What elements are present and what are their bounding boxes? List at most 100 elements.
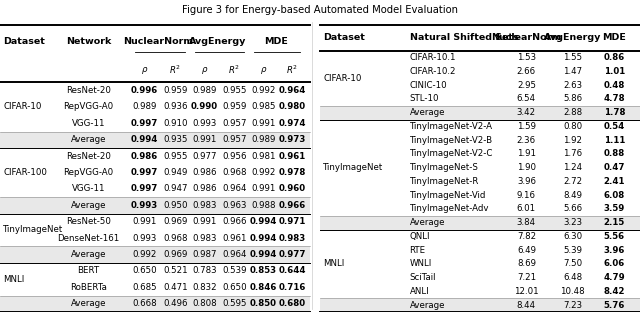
Text: 6.54: 6.54 [517,95,536,103]
Text: 0.997: 0.997 [131,168,158,177]
Text: 2.15: 2.15 [604,218,625,227]
Text: 0.997: 0.997 [131,119,158,128]
Text: 0.983: 0.983 [192,234,216,243]
Text: MNLI: MNLI [3,275,24,284]
Text: 8.42: 8.42 [604,287,625,296]
Text: 0.846: 0.846 [250,283,277,292]
Text: 2.66: 2.66 [517,67,536,76]
Text: 0.983: 0.983 [192,201,216,210]
Text: ResNet-20: ResNet-20 [66,86,111,95]
Text: 7.82: 7.82 [517,232,536,241]
Text: 0.680: 0.680 [279,299,306,308]
Text: ResNet-50: ResNet-50 [66,217,111,226]
Text: Average: Average [410,218,445,227]
Text: VGG-11: VGG-11 [72,119,105,128]
Text: 0.853: 0.853 [250,266,276,275]
Text: 1.55: 1.55 [563,53,582,62]
Text: 2.88: 2.88 [563,108,582,117]
Text: Average: Average [410,108,445,117]
Text: 0.991: 0.991 [192,217,216,226]
Text: Average: Average [70,135,106,144]
Text: CIFAR-10: CIFAR-10 [323,74,362,83]
Text: 8.49: 8.49 [563,191,582,200]
Text: 3.84: 3.84 [517,218,536,227]
Bar [320,216,640,230]
Text: TinyImageNet: TinyImageNet [3,226,63,235]
Text: 0.985: 0.985 [251,102,275,111]
Text: 0.993: 0.993 [192,119,216,128]
Text: 1.78: 1.78 [604,108,625,117]
Text: 0.991: 0.991 [132,217,157,226]
Text: SciTail: SciTail [410,273,436,282]
Text: AvgEnergy: AvgEnergy [189,37,246,46]
Text: BERT: BERT [77,266,100,275]
Text: 0.980: 0.980 [279,102,306,111]
Text: 0.989: 0.989 [192,86,216,95]
Text: 0.991: 0.991 [251,119,275,128]
Text: 0.990: 0.990 [191,102,218,111]
Text: 0.955: 0.955 [163,152,188,161]
Text: 2.41: 2.41 [604,177,625,186]
Text: 0.974: 0.974 [278,119,306,128]
Text: 5.56: 5.56 [604,232,625,241]
Text: 0.989: 0.989 [132,102,157,111]
Text: 2.95: 2.95 [517,81,536,90]
Text: 3.96: 3.96 [517,177,536,186]
Text: 0.991: 0.991 [192,135,216,144]
Text: Average: Average [70,299,106,308]
Text: 7.21: 7.21 [517,273,536,282]
Text: 0.650: 0.650 [132,266,157,275]
Text: TinyImageNet-Adv: TinyImageNet-Adv [410,204,489,213]
Text: 0.957: 0.957 [222,119,246,128]
Text: 0.88: 0.88 [604,149,625,158]
Text: CIFAR-10.2: CIFAR-10.2 [410,67,456,76]
Text: 0.959: 0.959 [222,102,246,111]
Text: 0.993: 0.993 [131,201,158,210]
Text: 0.997: 0.997 [131,184,158,193]
Text: 0.959: 0.959 [163,86,188,95]
Text: Average: Average [70,250,106,259]
Text: 0.994: 0.994 [131,135,158,144]
Text: 0.992: 0.992 [251,168,275,177]
Text: 1.53: 1.53 [517,53,536,62]
Text: 4.79: 4.79 [604,273,625,282]
Text: 0.981: 0.981 [251,152,275,161]
Text: 0.969: 0.969 [163,250,188,259]
Text: 0.989: 0.989 [251,135,275,144]
Text: 2.72: 2.72 [563,177,582,186]
Bar [0,197,310,214]
Text: 0.977: 0.977 [278,250,306,259]
Text: CINIC-10: CINIC-10 [410,81,447,90]
Text: 0.595: 0.595 [222,299,246,308]
Text: $\rho$: $\rho$ [200,65,208,76]
Text: Natural Shifted Sets: Natural Shifted Sets [410,33,518,42]
Text: 5.66: 5.66 [563,204,582,213]
Text: 6.01: 6.01 [517,204,536,213]
Text: Dataset: Dataset [323,33,365,42]
Text: 0.54: 0.54 [604,122,625,131]
Text: 0.521: 0.521 [163,266,188,275]
Text: RepVGG-A0: RepVGG-A0 [63,102,113,111]
Text: TinyImageNet-Vid: TinyImageNet-Vid [410,191,486,200]
Text: 6.06: 6.06 [604,259,625,268]
Text: 2.36: 2.36 [517,136,536,145]
Text: MDE: MDE [602,33,627,42]
Bar [0,295,310,312]
Text: CIFAR-10.1: CIFAR-10.1 [410,53,456,62]
Text: 0.668: 0.668 [132,299,157,308]
Text: 12.01: 12.01 [514,287,539,296]
Text: Average: Average [410,301,445,310]
Text: 5.76: 5.76 [604,301,625,310]
Text: 1.76: 1.76 [563,149,582,158]
Text: $R^2$: $R^2$ [228,64,241,76]
Text: 0.971: 0.971 [278,217,306,226]
Text: 0.650: 0.650 [222,283,246,292]
Text: 9.16: 9.16 [517,191,536,200]
Bar [0,246,310,263]
Text: 0.986: 0.986 [192,184,216,193]
Bar [0,132,310,148]
Text: MDE: MDE [264,37,288,46]
Text: 5.39: 5.39 [563,246,582,255]
Text: 0.994: 0.994 [250,217,277,226]
Text: 0.949: 0.949 [163,168,188,177]
